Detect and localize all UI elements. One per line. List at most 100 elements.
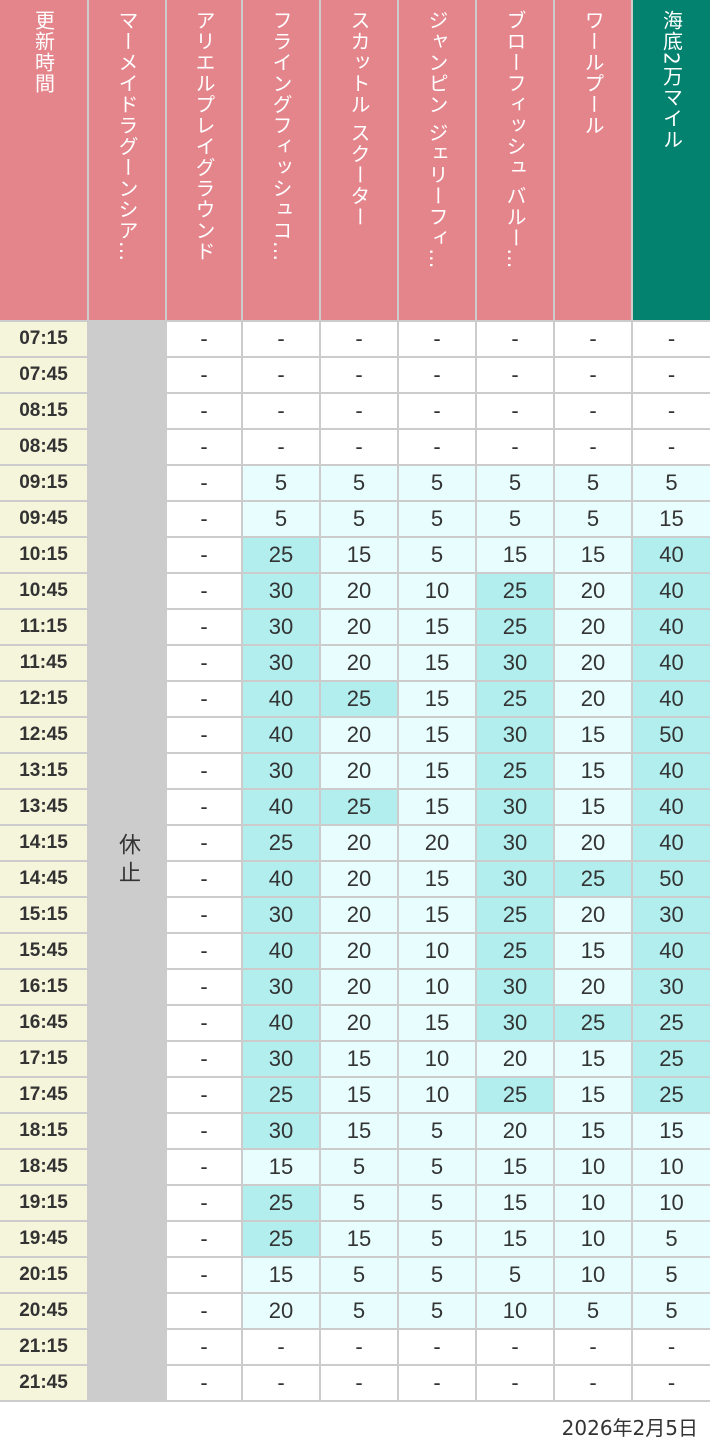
wait-cell: 15 [321,538,397,572]
wait-cell: 5 [555,1294,631,1328]
wait-cell: 15 [555,1114,631,1148]
wait-cell: 30 [243,754,319,788]
time-cell: 14:45 [0,862,87,896]
wait-cell: - [477,394,553,428]
wait-cell: - [399,1366,475,1400]
wait-cell: - [633,1366,710,1400]
wait-cell: - [167,826,241,860]
wait-cell: 40 [633,574,710,608]
closed-column-text: 休止 [115,833,140,889]
wait-cell: 15 [399,1006,475,1040]
wait-cell: 5 [321,466,397,500]
wait-cell: 25 [243,1222,319,1256]
wait-cell: - [321,1330,397,1364]
time-cell: 10:45 [0,574,87,608]
wait-cell: 25 [321,790,397,824]
header-attraction: マーメイドラグーンシア… [89,0,165,320]
time-cell: 12:15 [0,682,87,716]
wait-cell: - [633,1330,710,1364]
wait-cell: 40 [243,934,319,968]
header-attraction-text: ブローフィッシュ バルー… [503,10,527,270]
wait-cell: 40 [633,754,710,788]
wait-cell: 20 [321,646,397,680]
time-cell: 19:45 [0,1222,87,1256]
header-attraction-text: フライングフィッシュコ… [269,10,293,262]
wait-cell: 5 [633,466,710,500]
header-attraction: アリエルプレイグラウンド [167,0,241,320]
time-cell: 15:45 [0,934,87,968]
wait-cell: 25 [321,682,397,716]
wait-cell: - [633,358,710,392]
time-cell: 13:15 [0,754,87,788]
wait-cell: - [399,1330,475,1364]
time-cell: 07:15 [0,322,87,356]
wait-cell: - [321,430,397,464]
wait-cell: 30 [243,646,319,680]
wait-cell: - [167,1330,241,1364]
wait-cell: 25 [633,1006,710,1040]
wait-cell: 40 [633,538,710,572]
time-cell: 07:45 [0,358,87,392]
wait-cell: 15 [399,862,475,896]
wait-cell: 30 [243,1114,319,1148]
wait-cell: - [167,322,241,356]
header-attraction: ジャンピン ジェリーフィ… [399,0,475,320]
wait-cell: 20 [321,574,397,608]
header-attraction: ブローフィッシュ バルー… [477,0,553,320]
wait-cell: - [477,322,553,356]
wait-cell: 40 [243,862,319,896]
wait-cell: 5 [321,1258,397,1292]
wait-cell: 20 [555,574,631,608]
wait-cell: - [477,430,553,464]
wait-cell: 15 [555,790,631,824]
wait-cell: - [167,682,241,716]
time-cell: 16:15 [0,970,87,1004]
wait-cell: 25 [633,1042,710,1076]
wait-cell: - [167,718,241,752]
wait-cell: 20 [555,646,631,680]
wait-cell: - [243,1366,319,1400]
wait-cell: 5 [399,1222,475,1256]
wait-cell: 15 [399,646,475,680]
wait-cell: - [167,538,241,572]
wait-cell: 15 [477,538,553,572]
header-attraction-text: ジャンピン ジェリーフィ… [425,10,449,270]
wait-cell: 15 [555,718,631,752]
wait-cell: 40 [633,682,710,716]
wait-cell: 15 [399,610,475,644]
wait-cell: - [167,610,241,644]
wait-cell: 15 [555,934,631,968]
time-cell: 10:15 [0,538,87,572]
time-cell: 20:45 [0,1294,87,1328]
wait-cell: - [555,1330,631,1364]
wait-cell: 15 [555,538,631,572]
wait-cell: 5 [321,1294,397,1328]
wait-cell: 20 [321,718,397,752]
wait-cell: 20 [477,1114,553,1148]
wait-cell: 25 [243,538,319,572]
wait-cell: 15 [477,1150,553,1184]
wait-cell: 20 [555,898,631,932]
wait-cell: 10 [399,1042,475,1076]
wait-cell: 20 [243,1294,319,1328]
wait-cell: - [167,1186,241,1220]
wait-cell: - [321,322,397,356]
time-cell: 19:15 [0,1186,87,1220]
wait-cell: 30 [477,826,553,860]
wait-cell: 5 [321,502,397,536]
wait-cell: 15 [321,1222,397,1256]
wait-cell: 5 [633,1294,710,1328]
wait-cell: 15 [243,1150,319,1184]
time-cell: 17:15 [0,1042,87,1076]
wait-cell: 15 [321,1042,397,1076]
wait-cell: 5 [477,466,553,500]
wait-cell: - [477,1330,553,1364]
wait-cell: 15 [399,790,475,824]
wait-cell: - [167,898,241,932]
wait-cell: 10 [555,1222,631,1256]
wait-cell: 15 [321,1078,397,1112]
time-cell: 18:45 [0,1150,87,1184]
time-cell: 20:15 [0,1258,87,1292]
time-cell: 16:45 [0,1006,87,1040]
wait-cell: 5 [477,1258,553,1292]
